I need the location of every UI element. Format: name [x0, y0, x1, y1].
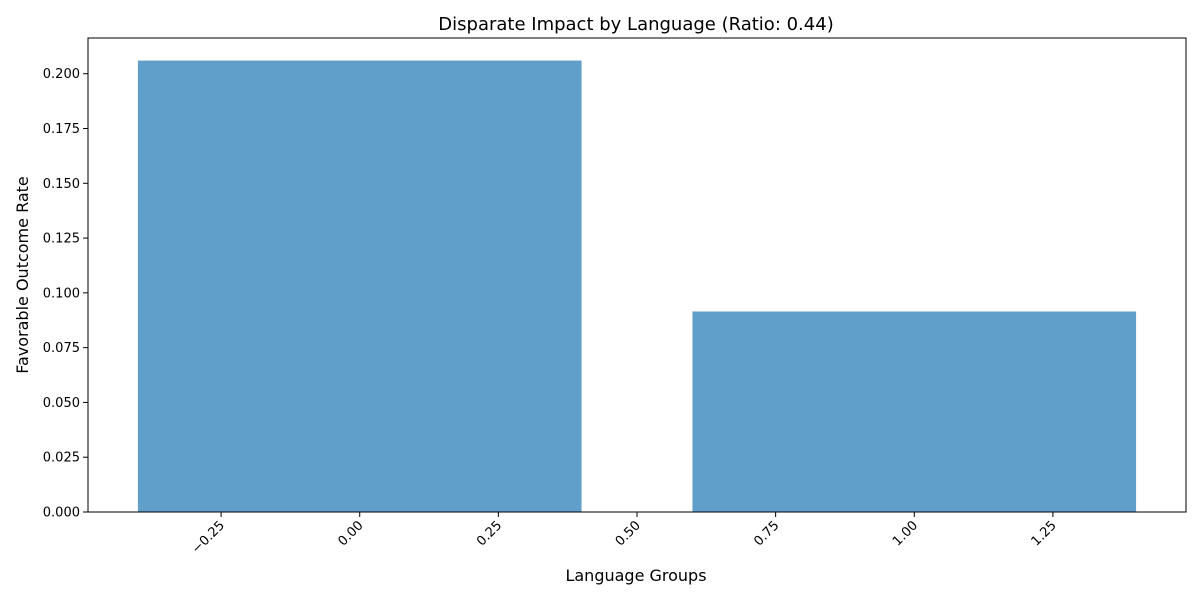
y-tick-label: 0.175	[43, 122, 80, 137]
chart-title: Disparate Impact by Language (Ratio: 0.4…	[438, 14, 833, 35]
y-tick-label: 0.125	[43, 232, 80, 247]
y-axis-label: Favorable Outcome Rate	[13, 176, 32, 374]
y-tick-label: 0.075	[43, 341, 80, 356]
y-tick-label: 0.050	[43, 396, 80, 411]
y-tick-label: 0.100	[43, 286, 80, 301]
plot-area: 0.000 0.025 0.050 0.075 0.100 0.125 0.150 0.175…	[43, 37, 1187, 557]
y-tick-label: 0.025	[43, 451, 80, 466]
bar	[692, 311, 1137, 512]
y-tick-label: 0.200	[43, 67, 80, 82]
x-axis-label: Language Groups	[565, 566, 706, 585]
y-tick-label: 0.150	[43, 177, 80, 192]
bar	[137, 60, 582, 512]
y-tick-label: 0.000	[43, 506, 80, 521]
